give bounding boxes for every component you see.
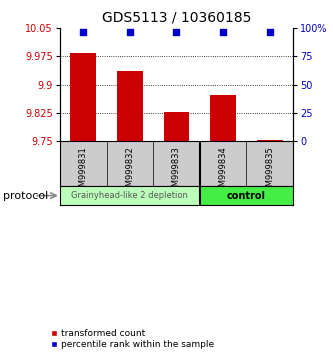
Text: GSM999833: GSM999833 — [172, 146, 181, 197]
Text: GSM999834: GSM999834 — [218, 146, 228, 197]
Text: GSM999831: GSM999831 — [79, 146, 88, 197]
Point — [127, 29, 133, 35]
Bar — [71, 53, 96, 141]
Bar — [117, 72, 143, 141]
Bar — [164, 112, 189, 141]
Bar — [60, 186, 200, 205]
Point — [174, 29, 179, 35]
Text: GSM999835: GSM999835 — [265, 146, 274, 197]
Legend: transformed count, percentile rank within the sample: transformed count, percentile rank withi… — [51, 329, 214, 349]
Point — [267, 29, 272, 35]
Bar — [210, 95, 236, 141]
Text: Grainyhead-like 2 depletion: Grainyhead-like 2 depletion — [72, 191, 188, 200]
Point — [81, 29, 86, 35]
Point — [220, 29, 226, 35]
Text: control: control — [227, 190, 266, 201]
Text: GSM999832: GSM999832 — [125, 146, 135, 197]
Bar — [257, 140, 282, 141]
Bar — [200, 186, 293, 205]
Title: GDS5113 / 10360185: GDS5113 / 10360185 — [102, 10, 251, 24]
Text: protocol: protocol — [3, 190, 49, 201]
